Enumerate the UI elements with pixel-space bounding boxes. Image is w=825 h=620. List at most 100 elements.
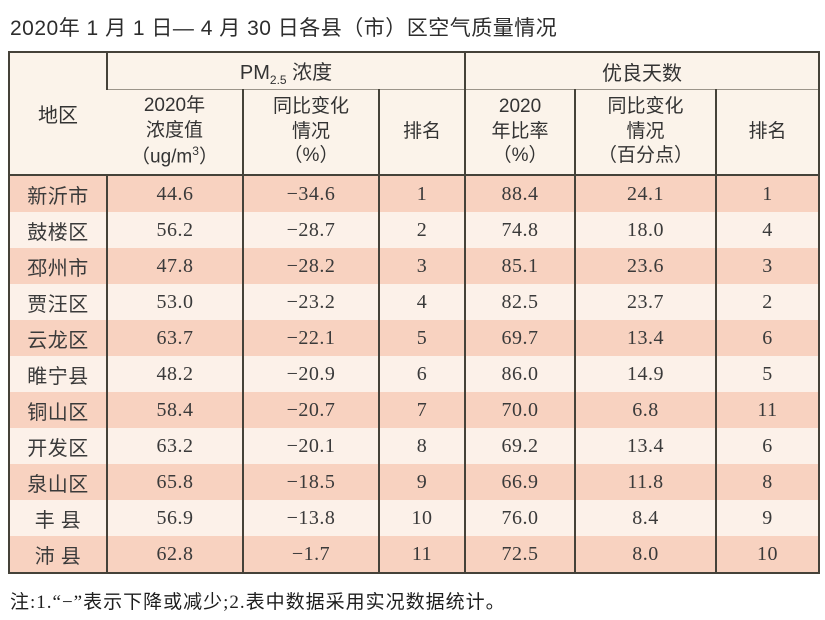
cell-good-ratio: 88.4: [464, 175, 576, 212]
table-row: 贾汪区 53.0 −23.2 4 82.5 23.7 2: [9, 284, 820, 320]
cell-good-ratio: 85.1: [464, 248, 576, 284]
pm-label-prefix: PM: [239, 61, 270, 84]
header-pm-value: 2020年 浓度值 （ug/m3）: [107, 89, 243, 176]
cell-good-ratio: 74.8: [464, 212, 576, 248]
header-group-pm25: PM2.5 浓度: [105, 52, 466, 90]
cell-region: 贾汪区: [9, 284, 107, 320]
cell-region: 丰 县: [9, 500, 107, 536]
cell-good-rank: 8: [715, 464, 820, 500]
pm-value-line1: 2020年: [143, 95, 206, 117]
cell-pm-change: −23.2: [242, 284, 379, 320]
page-title: 2020年 1 月 1 日— 4 月 30 日各县（市）区空气质量情况: [10, 17, 558, 40]
cell-pm-rank: 6: [377, 356, 466, 392]
cell-good-rank: 9: [715, 500, 820, 536]
cell-region: 云龙区: [9, 320, 107, 356]
table-row: 丰 县 56.9 −13.8 10 76.0 8.4 9: [9, 500, 820, 536]
cell-good-rank: 10: [715, 536, 820, 573]
cell-region: 沛 县: [9, 536, 107, 573]
cell-good-rank: 5: [715, 356, 820, 392]
cell-region: 泉山区: [9, 464, 107, 500]
cell-region: 邳州市: [9, 248, 107, 284]
cell-pm-value: 63.7: [106, 320, 243, 356]
pm-label-suffix: 浓度: [286, 61, 333, 84]
cell-pm-value: 56.2: [106, 212, 243, 248]
table-row: 铜山区 58.4 −20.7 7 70.0 6.8 11: [9, 392, 820, 428]
cell-pm-change: −28.2: [242, 248, 379, 284]
air-quality-table: 地区 PM2.5 浓度 优良天数 2020年 浓度值 （ug/m3） 同比变化 情况…: [8, 51, 821, 574]
table-body: 新沂市 44.6 −34.6 1 88.4 24.1 1 鼓楼区 56.2 −28.7 2 74.8 1…: [9, 175, 820, 573]
cell-good-change: 18.0: [574, 212, 717, 248]
pm-value-unit-suffix: ）: [198, 146, 218, 167]
cell-pm-value: 65.8: [106, 464, 243, 500]
cell-pm-value: 58.4: [106, 392, 243, 428]
cell-good-change: 11.8: [574, 464, 717, 500]
table-row: 睢宁县 48.2 −20.9 6 86.0 14.9 5: [9, 356, 820, 392]
cell-pm-rank: 3: [377, 248, 466, 284]
cell-pm-change: −20.7: [242, 392, 379, 428]
cell-pm-rank: 10: [377, 500, 466, 536]
cell-good-ratio: 66.9: [464, 464, 576, 500]
cell-pm-rank: 5: [377, 320, 466, 356]
cell-good-change: 24.1: [574, 175, 717, 212]
cell-good-rank: 2: [715, 284, 820, 320]
cell-pm-value: 62.8: [106, 536, 243, 573]
header-pm-change: 同比变化 情况 （%）: [242, 89, 379, 176]
cell-pm-rank: 11: [377, 536, 466, 573]
cell-good-rank: 1: [715, 175, 820, 212]
cell-pm-change: −18.5: [242, 464, 379, 500]
header-group-good-days: 优良天数: [464, 52, 820, 90]
pm-label-subscript: 2.5: [269, 72, 287, 87]
table-row: 开发区 63.2 −20.1 8 69.2 13.4 6: [9, 428, 820, 464]
cell-region: 铜山区: [9, 392, 107, 428]
cell-good-ratio: 82.5: [464, 284, 576, 320]
cell-region: 鼓楼区: [9, 212, 107, 248]
cell-pm-rank: 4: [377, 284, 466, 320]
cell-region: 新沂市: [9, 175, 107, 212]
cell-pm-change: −13.8: [242, 500, 379, 536]
table-row: 云龙区 63.7 −22.1 5 69.7 13.4 6: [9, 320, 820, 356]
cell-region: 开发区: [9, 428, 107, 464]
table-row: 新沂市 44.6 −34.6 1 88.4 24.1 1: [9, 175, 820, 212]
footnote: 注:1.“−”表示下降或减少;2.表中数据采用实况数据统计。: [10, 592, 506, 613]
cell-good-change: 13.4: [574, 428, 717, 464]
cell-good-change: 13.4: [574, 320, 717, 356]
header-pm-rank: 排名: [377, 89, 466, 176]
cell-pm-rank: 1: [377, 175, 466, 212]
cell-pm-change: −34.6: [242, 175, 379, 212]
header-good-rank: 排名: [715, 89, 820, 176]
header-sub-row: 2020年 浓度值 （ug/m3） 同比变化 情况 （%） 排名 2020 年比率 …: [9, 89, 820, 176]
table-row: 鼓楼区 56.2 −28.7 2 74.8 18.0 4: [9, 212, 820, 248]
cell-good-rank: 11: [715, 392, 820, 428]
cell-good-change: 23.7: [574, 284, 717, 320]
cell-good-rank: 4: [715, 212, 820, 248]
cell-pm-change: −1.7: [242, 536, 379, 573]
header-good-ratio: 2020 年比率 （%）: [464, 89, 576, 176]
cell-pm-rank: 7: [377, 392, 466, 428]
cell-pm-value: 47.8: [106, 248, 243, 284]
cell-good-ratio: 76.0: [464, 500, 576, 536]
cell-pm-rank: 9: [377, 464, 466, 500]
cell-good-ratio: 70.0: [464, 392, 576, 428]
cell-pm-rank: 2: [377, 212, 466, 248]
cell-good-rank: 6: [715, 320, 820, 356]
cell-pm-value: 53.0: [106, 284, 243, 320]
header-group-row: 地区 PM2.5 浓度 优良天数: [9, 52, 820, 176]
table-row: 邳州市 47.8 −28.2 3 85.1 23.6 3: [9, 248, 820, 284]
cell-pm-value: 63.2: [106, 428, 243, 464]
cell-good-change: 6.8: [574, 392, 717, 428]
pm-value-line2: 浓度值: [145, 119, 203, 141]
table-header: 地区 PM2.5 浓度 优良天数 2020年 浓度值 （ug/m3） 同比变化 情况…: [9, 52, 820, 176]
cell-good-ratio: 69.2: [464, 428, 576, 464]
cell-pm-change: −22.1: [242, 320, 379, 356]
cell-good-change: 14.9: [574, 356, 717, 392]
cell-good-change: 23.6: [574, 248, 717, 284]
cell-good-ratio: 86.0: [464, 356, 576, 392]
cell-pm-change: −20.9: [242, 356, 379, 392]
cell-pm-value: 48.2: [106, 356, 243, 392]
cell-good-rank: 3: [715, 248, 820, 284]
cell-good-ratio: 72.5: [464, 536, 576, 573]
cell-region: 睢宁县: [9, 356, 107, 392]
cell-pm-value: 44.6: [106, 175, 243, 212]
cell-good-rank: 6: [715, 428, 820, 464]
